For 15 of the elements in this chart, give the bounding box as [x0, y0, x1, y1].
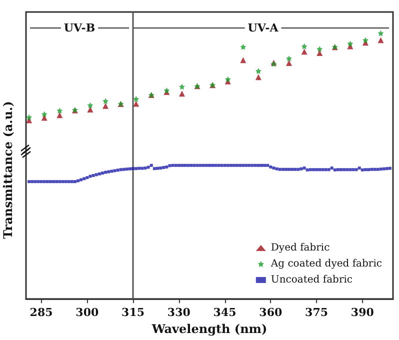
- annotation: UV-B: [64, 21, 96, 34]
- x-tick-label: 345: [213, 306, 236, 320]
- annotation: UV-A: [248, 21, 279, 34]
- x-tick-label: 285: [30, 306, 53, 320]
- legend-label: Dyed fabric: [270, 242, 330, 254]
- legend-label: Uncoated fabric: [270, 274, 353, 286]
- x-tick-label: 360: [259, 306, 282, 320]
- legend-label: Ag coated dyed fabric: [270, 258, 382, 270]
- x-tick-label: 300: [76, 306, 99, 320]
- y-axis-title: Transmittance (a.u.): [1, 101, 15, 239]
- x-tick-label: 315: [122, 306, 145, 320]
- x-tick-label: 390: [350, 306, 374, 320]
- x-tick-label: 330: [167, 306, 191, 320]
- x-axis-title: Wavelength (nm): [150, 322, 268, 336]
- x-tick-label: 375: [305, 306, 328, 320]
